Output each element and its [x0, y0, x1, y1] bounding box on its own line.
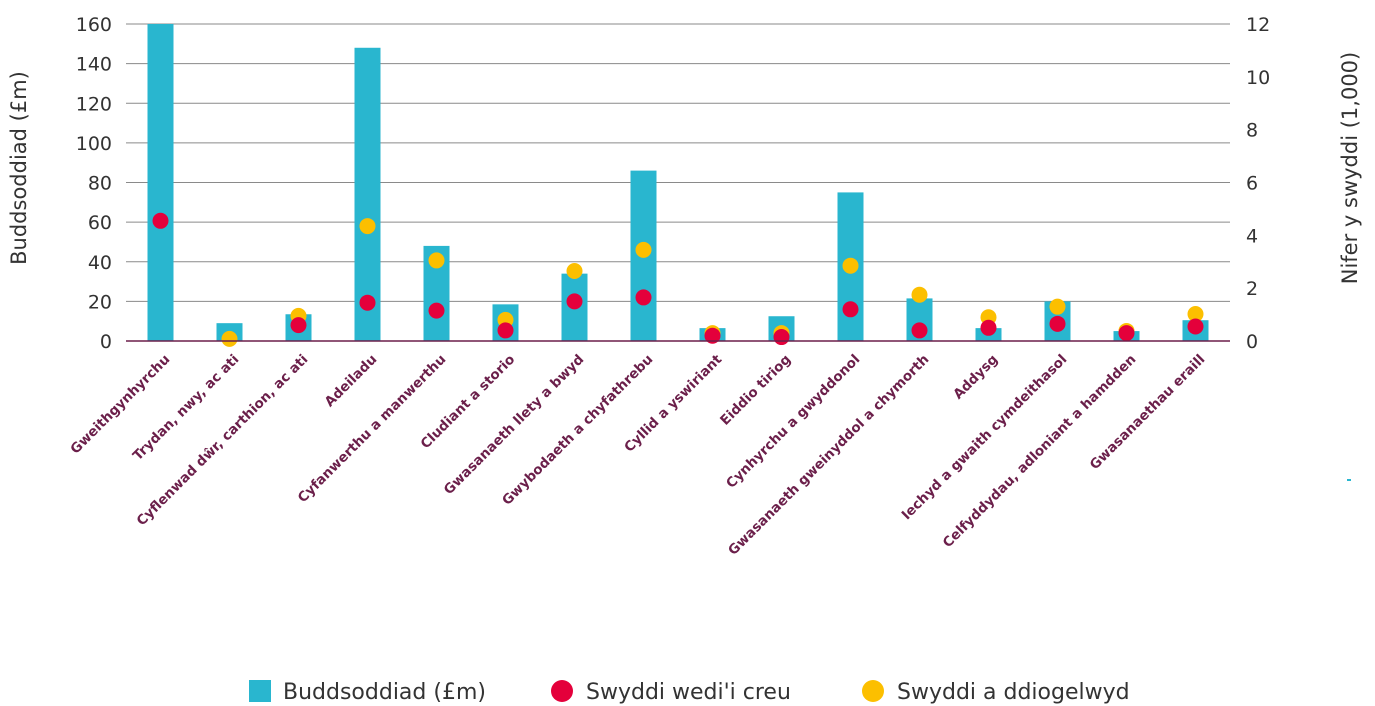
left-tick-label: 80	[88, 173, 112, 195]
category-label: Gwybodaeth a chyfathrebu	[499, 352, 656, 509]
right-tick-label: 12	[1246, 14, 1270, 36]
category-label: Eiddio tiriog	[717, 352, 794, 429]
dot-jobs-created	[842, 301, 859, 318]
left-tick-label: 100	[76, 133, 112, 155]
dot-jobs-protected	[566, 262, 583, 279]
right-tick-label: 4	[1246, 225, 1258, 247]
left-axis-ticks: 0 20 40 60 80 100 120 140 160	[76, 14, 112, 353]
category-label: Addysg	[950, 352, 1001, 403]
dot-jobs-protected	[1049, 298, 1066, 315]
dot-jobs-protected	[842, 257, 859, 274]
left-tick-label: 140	[76, 54, 112, 76]
dot-jobs-created	[911, 322, 928, 339]
left-tick-label: 60	[88, 212, 112, 234]
dot-jobs-created	[1049, 315, 1066, 332]
dot-jobs-created	[290, 317, 307, 334]
left-tick-label: 160	[76, 14, 112, 36]
right-tick-label: 2	[1246, 278, 1258, 300]
right-tick-label: 8	[1246, 120, 1258, 142]
dot-jobs-protected	[359, 218, 376, 235]
legend-swatch-jobs-protected	[862, 680, 884, 702]
dot-jobs-created	[773, 329, 790, 346]
gridlines	[126, 23, 1230, 302]
dot-jobs-created	[428, 302, 445, 319]
dot-jobs-created	[497, 322, 514, 339]
dot-jobs-created	[359, 294, 376, 311]
right-tick-label: 0	[1246, 331, 1258, 353]
legend-label-jobs-protected: Swyddi a ddiogelwyd	[897, 680, 1130, 705]
dot-jobs-created	[980, 319, 997, 336]
dot-jobs-created	[152, 212, 169, 229]
legend-label-investment: Buddsoddiad (£m)	[283, 680, 486, 705]
dot-jobs-created	[635, 289, 652, 306]
dot-jobs-protected	[428, 252, 445, 269]
category-label: Gwasanaethau eraill	[1087, 352, 1209, 474]
right-tick-label: 6	[1246, 173, 1258, 195]
dot-jobs-protected	[911, 286, 928, 303]
right-tick-label: 10	[1246, 67, 1270, 89]
legend-swatch-jobs-created	[551, 680, 573, 702]
category-label: Gwasanaeth llety a bwyd	[441, 352, 588, 499]
dot-jobs-protected	[1187, 306, 1204, 323]
stray-mark	[1347, 479, 1351, 481]
bar	[147, 24, 174, 341]
legend-label-jobs-created: Swyddi wedi'i creu	[586, 680, 791, 705]
dot-jobs-protected	[635, 241, 652, 258]
dot-jobs-created	[704, 327, 721, 344]
legend-swatch-investment	[249, 680, 271, 702]
left-tick-label: 40	[88, 252, 112, 274]
dot-jobs-protected	[221, 330, 238, 347]
left-tick-label: 20	[88, 291, 112, 313]
bar	[354, 47, 381, 342]
dot-jobs-created	[1187, 318, 1204, 335]
y-axis-title-right: Nifer y swyddi (1,000)	[1338, 52, 1362, 285]
left-tick-label: 0	[100, 331, 112, 353]
y-axis-title-left: Buddsoddiad (£m)	[7, 71, 31, 265]
right-axis-ticks: 0 2 4 6 8 10 12	[1246, 14, 1270, 353]
category-label: Cynhyrchu a gwyddonol	[723, 352, 863, 492]
category-label: Cyfanwerthu a manwerthu	[295, 352, 450, 507]
dot-jobs-created	[1118, 325, 1135, 342]
category-label: Adeiladu	[322, 352, 381, 411]
legend: Buddsoddiad (£m) Swyddi wedi'i creu Swyd…	[249, 680, 1130, 705]
dot-jobs-created	[566, 293, 583, 310]
left-tick-label: 120	[76, 93, 112, 115]
